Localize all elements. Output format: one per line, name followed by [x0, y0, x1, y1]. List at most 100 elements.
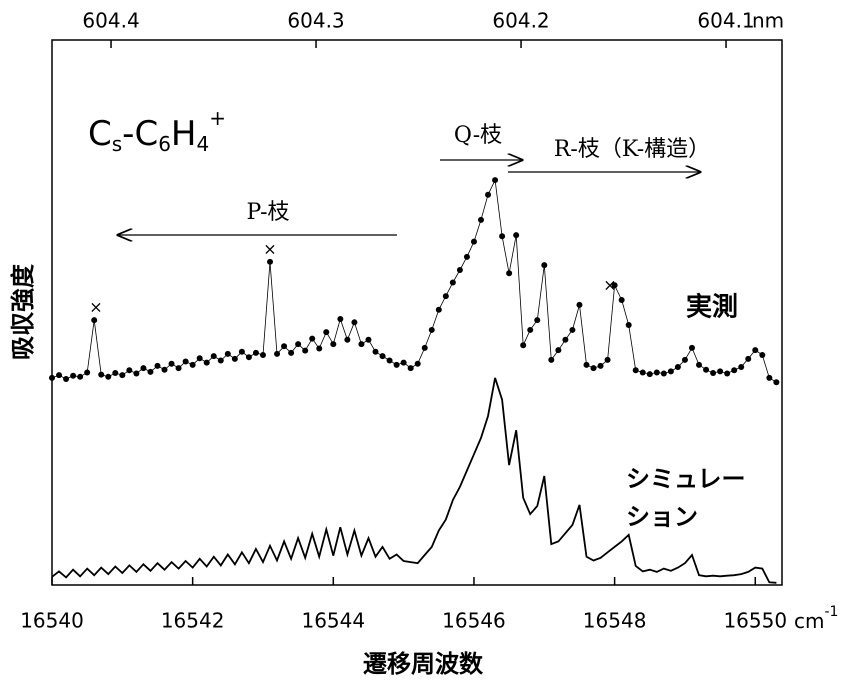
data-point [154, 362, 161, 369]
data-point [766, 374, 773, 381]
data-point [351, 319, 358, 326]
data-point [77, 373, 84, 380]
data-point [133, 370, 140, 377]
annotation: P-枝 [246, 200, 289, 225]
data-point [49, 374, 55, 381]
data-point [456, 266, 463, 273]
data-point [400, 359, 407, 366]
x-unit: cm-1 [794, 604, 838, 633]
species-label: Cs-C6H4+ [88, 106, 226, 156]
annotation: R-枝（K-構造） [554, 137, 710, 162]
data-point [449, 279, 456, 286]
data-point [309, 335, 316, 342]
x-tick-label: 16548 [583, 609, 647, 633]
data-point [688, 344, 695, 351]
x2-tick-label: 604.4 [82, 9, 139, 33]
annotation: ション [626, 503, 698, 531]
data-point [681, 356, 688, 363]
data-point [745, 355, 752, 362]
y-axis-title: 吸収強度 [9, 263, 37, 360]
data-point [738, 364, 745, 370]
data-point [323, 329, 330, 336]
data-point [611, 282, 618, 289]
data-point [126, 367, 133, 374]
data-point [407, 365, 414, 372]
data-point [182, 358, 189, 365]
x-tick-label: 16540 [20, 609, 84, 633]
data-point [555, 347, 562, 354]
data-point [696, 361, 703, 368]
data-point [295, 341, 302, 348]
data-point [470, 238, 477, 245]
data-point [485, 191, 492, 198]
data-point [238, 348, 245, 355]
data-point [105, 373, 112, 380]
data-point [196, 355, 203, 362]
data-point [56, 372, 63, 379]
annotation: × [603, 276, 616, 295]
data-point [91, 317, 98, 324]
data-point [210, 353, 217, 360]
data-point [288, 349, 295, 356]
data-point [330, 341, 337, 348]
data-point [717, 368, 724, 375]
x2-tick-label: 604.3 [287, 9, 344, 33]
data-point [337, 316, 344, 323]
annotation: Q-枝 [454, 123, 502, 148]
annotation: × [89, 298, 102, 317]
data-point [161, 366, 168, 373]
data-point [548, 356, 555, 363]
data-point [281, 343, 288, 350]
data-point [674, 364, 681, 370]
data-point [231, 355, 238, 362]
x2-tick-label: 604.1 [697, 9, 754, 33]
data-point [175, 365, 182, 372]
data-point [618, 296, 625, 303]
data-point [428, 326, 435, 333]
data-point [731, 367, 738, 374]
data-point [506, 270, 513, 277]
data-point [477, 216, 484, 223]
data-point [63, 375, 70, 382]
spectrum-line [51, 178, 777, 383]
data-point [140, 365, 147, 372]
data-point [344, 336, 351, 343]
data-point [710, 369, 717, 376]
data-point [667, 368, 674, 375]
data-point [98, 371, 105, 378]
data-point [372, 348, 379, 355]
data-point [590, 365, 597, 372]
x-tick-label: 16550 [723, 609, 787, 633]
x-tick-label: 16546 [442, 609, 506, 633]
data-point [562, 336, 569, 343]
data-point [632, 367, 639, 374]
annotation: × [263, 240, 276, 259]
data-point [583, 361, 590, 368]
data-point [217, 357, 224, 364]
data-point [773, 379, 780, 386]
data-point [520, 342, 527, 349]
data-point [168, 360, 175, 367]
data-point [274, 350, 281, 357]
data-point [759, 352, 766, 359]
data-point [604, 356, 611, 363]
data-point [421, 344, 428, 351]
data-point [653, 369, 660, 376]
spectrum-line [51, 377, 777, 584]
data-point [435, 306, 442, 313]
data-point [414, 360, 421, 367]
data-point [358, 341, 365, 348]
data-point [119, 372, 126, 379]
plot-frame [51, 39, 783, 586]
data-point [569, 326, 576, 333]
annotation: 実測 [686, 292, 738, 323]
data-point [527, 326, 534, 333]
data-point [189, 361, 196, 368]
data-point [463, 253, 470, 260]
data-point [393, 361, 400, 368]
data-point [365, 336, 372, 343]
data-point [499, 233, 506, 240]
x2-unit: nm [752, 9, 784, 33]
data-point [576, 301, 583, 308]
